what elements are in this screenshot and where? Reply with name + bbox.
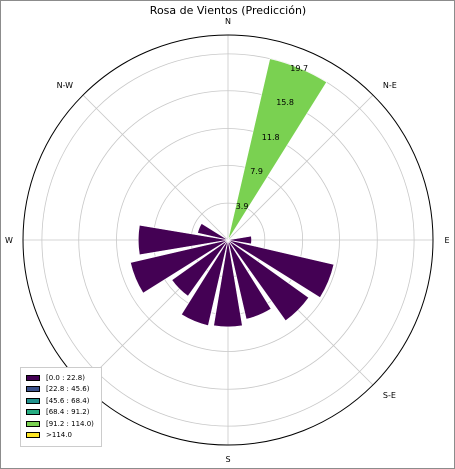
legend-item: [91.2 : 114.0) — [26, 418, 101, 430]
windrose-bar — [171, 239, 229, 297]
legend-swatch — [26, 409, 40, 416]
legend-item: [22.8 : 45.6) — [26, 384, 101, 396]
direction-label: S-E — [383, 391, 396, 400]
legend-swatch — [26, 386, 40, 393]
legend-label: [68.4 : 91.2) — [46, 408, 90, 417]
windrose-bar — [227, 235, 252, 245]
legend-item: [45.6 : 68.4) — [26, 395, 101, 407]
radial-tick-label: 19.7 — [290, 64, 308, 73]
legend-item: [0.0 : 22.8) — [26, 372, 101, 384]
windrose-bars — [130, 58, 335, 328]
legend-label: [0.0 : 22.8) — [46, 373, 85, 382]
windrose-bar — [213, 239, 243, 328]
windrose-bar — [137, 224, 229, 256]
legend-swatch — [26, 374, 40, 381]
direction-label: W — [5, 236, 13, 245]
legend-label: [45.6 : 68.4) — [46, 396, 90, 405]
legend-swatch — [26, 397, 40, 404]
windrose-bar — [227, 58, 328, 241]
direction-label: N — [225, 17, 231, 26]
grid-spoke — [82, 94, 229, 241]
radial-tick-label: 7.9 — [250, 167, 263, 176]
windrose-bar — [130, 239, 229, 294]
outer-ring — [22, 34, 434, 446]
radial-tick-label: 15.8 — [276, 98, 294, 107]
radial-tick-labels: 3.9 7.9 11.8 15.8 19.7 — [236, 64, 308, 211]
windrose-bar — [227, 239, 272, 320]
radial-tick-label: 11.8 — [262, 133, 280, 142]
legend: [0.0 : 22.8) [22.8 : 45.6) [45.6 : 68.4)… — [20, 367, 102, 447]
legend-label: >114.0 — [46, 431, 72, 440]
legend-swatch — [26, 420, 40, 427]
polar-grid — [22, 34, 434, 446]
legend-item: [68.4 : 91.2) — [26, 407, 101, 419]
windrose-bar — [181, 239, 229, 326]
windrose-bar — [227, 239, 335, 298]
legend-label: [91.2 : 114.0) — [46, 419, 94, 428]
direction-label: N-W — [57, 81, 74, 90]
direction-label: E — [444, 236, 449, 245]
chart-title: Rosa de Vientos (Predicción) — [150, 4, 306, 17]
grid-spoke — [227, 94, 374, 241]
direction-label: S — [225, 455, 230, 464]
windrose-bar — [227, 239, 310, 322]
direction-label: N-E — [383, 81, 397, 90]
legend-item: >114.0 — [26, 430, 101, 442]
windrose-bar — [197, 223, 229, 241]
legend-label: [22.8 : 45.6) — [46, 385, 90, 394]
legend-swatch — [26, 432, 40, 439]
radial-tick-label: 3.9 — [236, 202, 249, 211]
